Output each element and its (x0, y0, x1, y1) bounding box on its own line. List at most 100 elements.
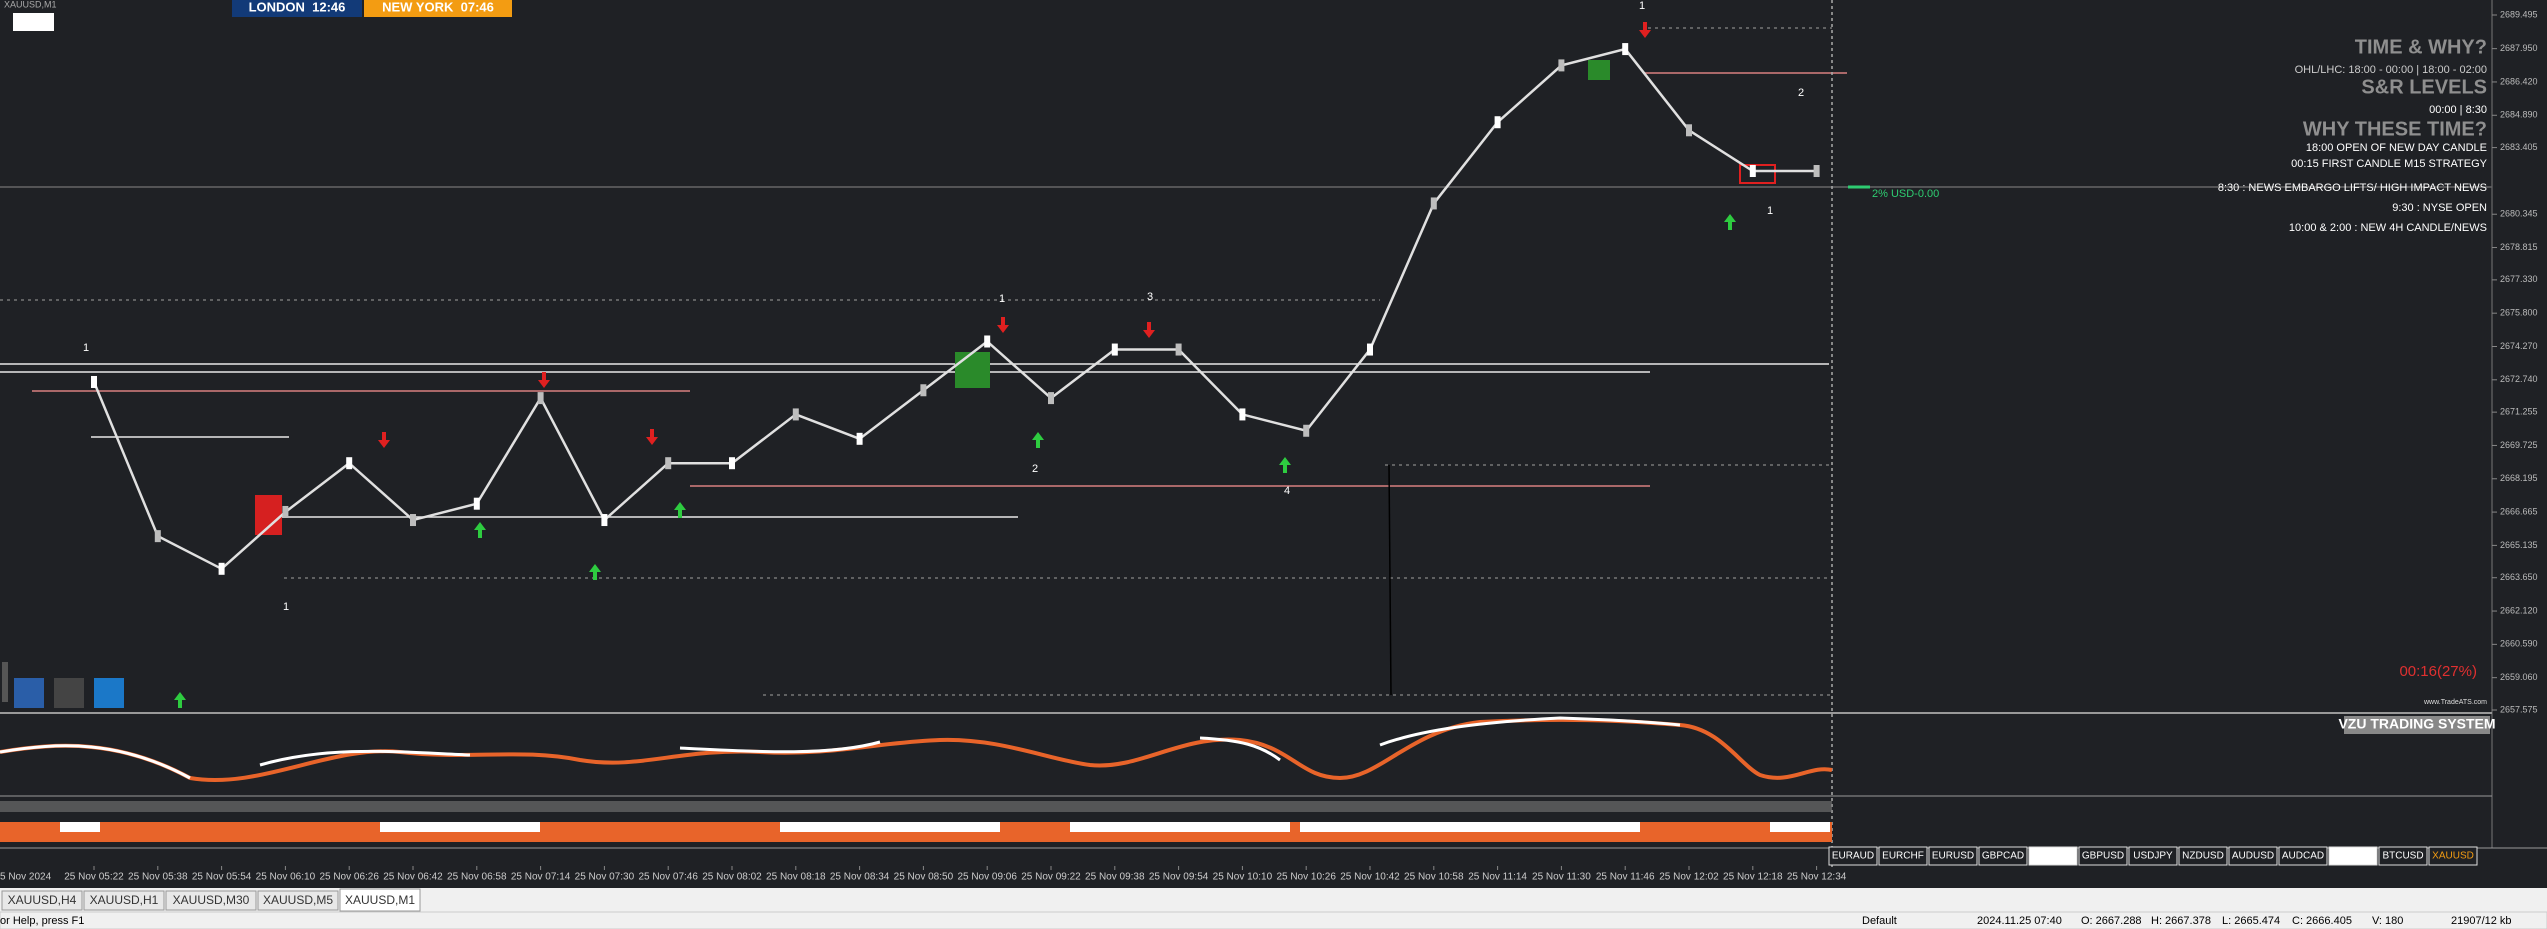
symbol-label[interactable]: BTCUSD (2382, 851, 2423, 862)
icon[interactable] (14, 678, 44, 708)
symbol-label: XAUUSD,M1 (4, 0, 57, 9)
candle (1111, 343, 1118, 356)
x-tick-label: 25 Nov 06:58 (447, 872, 507, 883)
clock-box (364, 0, 512, 17)
symbol-button[interactable] (2078, 846, 2128, 866)
candle (410, 514, 416, 527)
x-tick-label: 25 Nov 09:54 (1149, 872, 1209, 883)
candle (154, 530, 161, 543)
candle (920, 384, 927, 397)
tab[interactable] (165, 890, 257, 911)
annotation: 4 (1284, 485, 1290, 497)
symbol-button[interactable] (2128, 846, 2178, 866)
annotation: 1 (1767, 205, 1773, 217)
tab[interactable] (1, 890, 83, 911)
x-tick-label: 25 Nov 10:58 (1404, 872, 1464, 883)
y-tick-label: 2665.135 (2500, 540, 2538, 550)
tab-label[interactable]: XAUUSD,H4 (8, 893, 77, 907)
status-text: V: 180 (2372, 915, 2403, 927)
x-tick-label: 25 Nov 12:34 (1787, 872, 1847, 883)
x-tick-label: 25 Nov 09:06 (957, 872, 1017, 883)
symbol-button[interactable] (2028, 846, 2078, 866)
symbol-button[interactable] (1878, 846, 1928, 866)
annotation: 1 (83, 342, 89, 354)
symbol-label[interactable]: USDJPY (2133, 851, 2173, 862)
y-tick-label: 2662.120 (2500, 605, 2538, 615)
x-tick-label: 25 Nov 06:42 (383, 872, 443, 883)
x-tick-label: 25 Nov 10:10 (1213, 872, 1273, 883)
symbol-button[interactable] (1828, 846, 1878, 866)
tab-label[interactable]: XAUUSD,M1 (345, 893, 415, 907)
icon[interactable] (94, 678, 124, 708)
x-tick-label: 25 Nov 08:18 (766, 872, 826, 883)
symbol-button[interactable] (2428, 846, 2478, 866)
tab-label[interactable]: XAUUSD,M30 (173, 893, 250, 907)
x-tick-label: 25 Nov 08:50 (894, 872, 954, 883)
icon[interactable] (54, 678, 84, 708)
symbol-button[interactable] (2178, 846, 2228, 866)
candle (665, 457, 672, 470)
icon[interactable] (2, 662, 8, 702)
signal-band (0, 801, 1832, 812)
y-tick-label: 2674.270 (2500, 341, 2538, 351)
symbol-button[interactable] (2328, 846, 2378, 866)
signal-band (1770, 822, 1830, 832)
candle (1430, 197, 1437, 210)
status-text: H: 2667.378 (2151, 915, 2211, 927)
zone (955, 352, 990, 388)
x-tick-label: 25 Nov 11:30 (1532, 872, 1591, 883)
candle (729, 457, 735, 470)
symbol-label[interactable]: AUDCAD (2282, 851, 2324, 862)
candle (91, 375, 97, 388)
tab[interactable] (339, 888, 421, 912)
symbol-button[interactable] (2378, 846, 2428, 866)
sell-arrow (997, 317, 1009, 333)
signal-band (1070, 822, 1290, 832)
symbol-button[interactable] (1978, 846, 2028, 866)
symbol-label[interactable]: NZDUSD (2182, 851, 2224, 862)
risk-label: 2% USD-0.00 (1872, 188, 1939, 200)
symbol-label[interactable]: EURAUD (1832, 851, 1874, 862)
symbol-label[interactable]: XAUUSD (2432, 851, 2474, 862)
candle (218, 562, 225, 575)
y-tick-label: 2684.890 (2500, 110, 2538, 120)
x-tick-label: 25 Nov 06:26 (319, 872, 379, 883)
x-tick-label: 25 Nov 10:26 (1276, 872, 1336, 883)
y-tick-label: 2680.345 (2500, 209, 2538, 219)
annotation: 2 (1798, 87, 1804, 99)
tab-label[interactable]: XAUUSD,M5 (263, 893, 333, 907)
symbol-button[interactable] (2278, 846, 2328, 866)
candle (1175, 343, 1182, 356)
candle (346, 457, 353, 470)
y-tick-label: 2675.800 (2500, 308, 2538, 318)
oscillator-highlight (0, 716, 1681, 780)
y-tick-label: 2666.665 (2500, 506, 2538, 516)
annotation: 1 (1639, 0, 1645, 12)
sell-arrow (378, 432, 390, 448)
y-tick-label: 2671.255 (2500, 407, 2538, 417)
sell-arrow (1639, 22, 1651, 38)
candle (1558, 59, 1565, 72)
status-text: O: 2667.288 (2081, 915, 2142, 927)
symbol-label[interactable]: EURCHF (1882, 851, 1924, 862)
buy-arrow (474, 522, 486, 538)
status-text: C: 2666.405 (2292, 915, 2352, 927)
candle (1813, 165, 1820, 178)
status-text: 21907/12 kb (2451, 915, 2512, 927)
x-tick-label: 25 Nov 05:38 (128, 872, 188, 883)
y-tick-label: 2683.405 (2500, 142, 2538, 152)
tab[interactable] (257, 890, 339, 911)
symbol-button[interactable] (1928, 846, 1978, 866)
symbol-button[interactable] (2228, 846, 2278, 866)
tab-label[interactable]: XAUUSD,H1 (90, 893, 159, 907)
sell-arrow (1143, 322, 1155, 338)
symbol-label[interactable]: EURUSD (1932, 851, 1974, 862)
symbol-label[interactable]: GBPCAD (1982, 851, 2024, 862)
tab[interactable] (83, 890, 165, 911)
symbol-label[interactable]: GBPUSD (2082, 851, 2124, 862)
symbol-label[interactable]: AUDUSD (2232, 851, 2274, 862)
button[interactable] (13, 13, 54, 31)
annotation: 3 (1147, 291, 1153, 303)
y-tick-label: 2687.950 (2500, 43, 2538, 53)
